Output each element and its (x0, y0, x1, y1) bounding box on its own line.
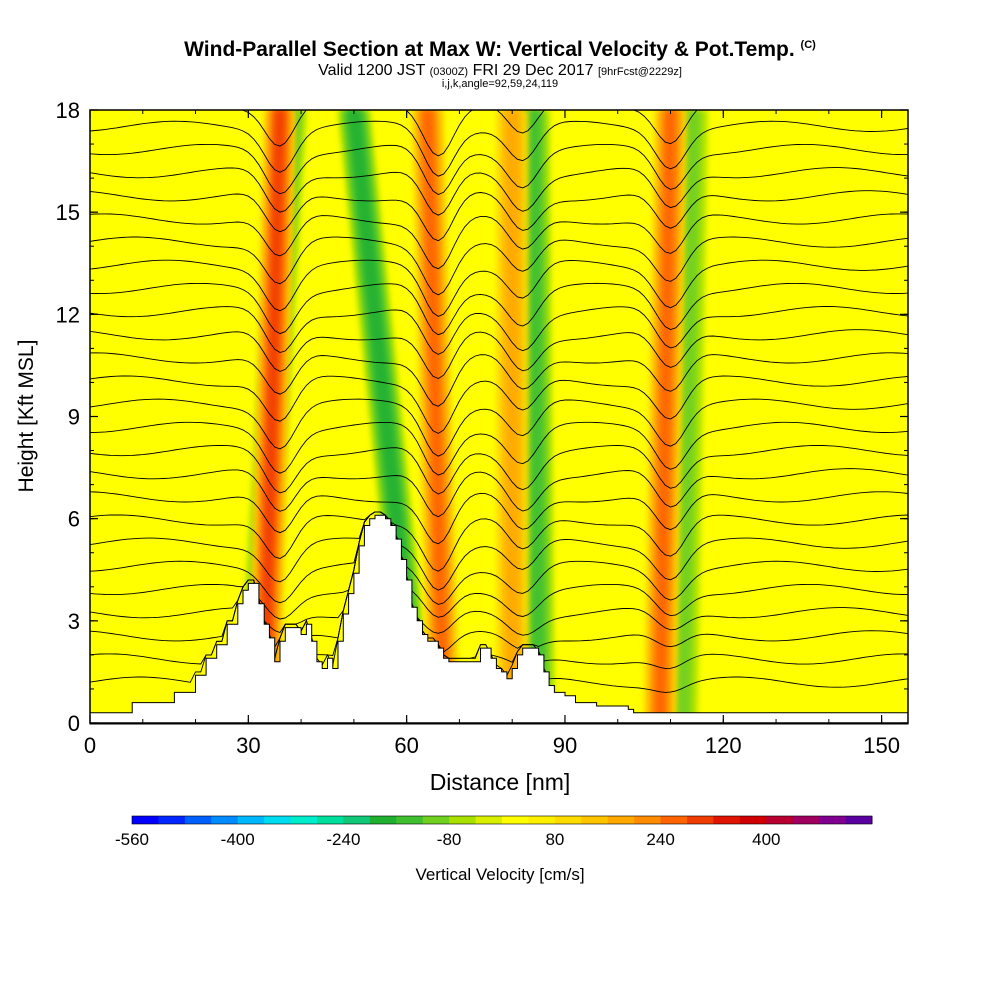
colorbar-swatch (554, 816, 582, 824)
colorbar-swatch (607, 816, 635, 824)
theta-contour (90, 352, 908, 407)
theta-contour (90, 375, 908, 434)
colorbar-swatch (581, 816, 609, 824)
axes: 0 30 60 90 120 150 0 3 6 9 12 15 18 (56, 98, 908, 758)
plot-area (89, 109, 909, 725)
colorbar-swatch (184, 816, 212, 824)
colorbar-swatch (396, 816, 424, 824)
colorbar-tick-label: -560 (115, 830, 149, 849)
x-tick-label: 150 (863, 733, 900, 758)
colorbar-swatch (264, 816, 292, 824)
x-tick-label: 0 (84, 733, 96, 758)
colorbar-swatch (237, 816, 265, 824)
colorbar-swatch (369, 816, 397, 824)
chart-subtitle: Valid 1200 JST (0300Z) FRI 29 Dec 2017 [… (0, 62, 1000, 80)
updraft-band (422, 110, 449, 723)
colorbar: -560 -400 -240 -80 80 240 400 (115, 815, 873, 849)
colorbar-tick-label: 240 (646, 830, 674, 849)
valid-utc: (0300Z) (429, 66, 469, 78)
colorbar-swatch (449, 816, 477, 824)
y-tick-label: 9 (68, 405, 80, 430)
valid-date: FRI 29 Dec 2017 (472, 62, 594, 79)
valid-time: Valid 1200 JST (318, 62, 426, 79)
theta-contour (90, 421, 908, 476)
theta-contour (240, 110, 698, 157)
theta-contour (90, 511, 908, 636)
colorbar-swatch (158, 816, 186, 824)
y-tick-label: 15 (56, 200, 80, 225)
y-tick-label: 3 (68, 609, 80, 634)
theta-contour (90, 213, 908, 270)
y-tick-label: 12 (56, 302, 80, 327)
velocity-bands (237, 110, 708, 723)
chart-title: Wind-Parallel Section at Max W: Vertical… (0, 38, 1000, 62)
colorbar-label: Vertical Velocity [cm/s] (415, 865, 584, 884)
y-tick-label: 0 (68, 711, 80, 736)
theta-contour (90, 190, 908, 242)
theta-contours (90, 110, 908, 693)
colorbar-swatch (713, 816, 741, 824)
theta-contour (90, 167, 908, 216)
colorbar-swatch (792, 816, 820, 824)
theta-contour (90, 511, 908, 572)
terrain (89, 514, 909, 725)
colorbar-swatch (739, 816, 767, 824)
theta-contour (90, 511, 908, 605)
downdraft-band (526, 110, 546, 723)
colorbar-tick-label: 400 (752, 830, 780, 849)
x-tick-label: 30 (236, 733, 260, 758)
colorbar-swatch (660, 816, 688, 824)
colorbar-swatch (422, 816, 450, 824)
colorbar-swatch (211, 816, 239, 824)
title-text: Wind-Parallel Section at Max W: Vertical… (184, 38, 795, 61)
colorbar-tick-label: -400 (221, 830, 255, 849)
theta-contour (90, 259, 908, 317)
forecast-info: [9hrFcst@2229z] (597, 66, 682, 78)
updraft-band (654, 110, 676, 723)
colorbar-swatch (475, 816, 503, 824)
x-tick-label: 60 (394, 733, 418, 758)
theta-contour (90, 236, 908, 296)
theta-contour (90, 282, 908, 336)
theta-contour (90, 329, 908, 380)
colorbar-swatch (528, 816, 556, 824)
colorbar-swatch (819, 816, 847, 824)
theta-contour (90, 468, 908, 518)
y-tick-label: 6 (68, 507, 80, 532)
indices-text: i,j,k,angle=92,59,24,119 (441, 78, 559, 90)
y-axis-label: Height [Kft MSL] (15, 340, 38, 493)
colorbar-swatch (766, 816, 794, 824)
chart-indices: i,j,k,angle=92,59,24,119 (0, 78, 1000, 90)
theta-contour (90, 120, 908, 177)
colorbar-swatch (317, 816, 344, 824)
colorbar-tick-label: 80 (545, 830, 564, 849)
x-axis-label: Distance [nm] (430, 769, 571, 795)
theta-contour (90, 491, 908, 545)
theta-contour (90, 511, 908, 653)
theta-contour (90, 306, 908, 355)
theta-contour (90, 444, 908, 495)
copyright-mark: (C) (800, 39, 816, 51)
updraft-band (505, 110, 520, 723)
x-tick-label: 120 (705, 733, 742, 758)
colorbar-swatch (132, 816, 159, 824)
colorbar-swatch (845, 816, 873, 824)
colorbar-tick-label: -240 (326, 830, 360, 849)
downdraft-band (671, 110, 702, 723)
theta-contour (90, 143, 908, 196)
theta-contour (90, 511, 908, 591)
colorbar-swatch (502, 816, 529, 824)
theta-contour (90, 511, 908, 620)
colorbar-swatch (634, 816, 662, 824)
colorbar-swatch (290, 816, 318, 824)
colorbar-swatch (687, 816, 714, 824)
colorbar-tick-label: -80 (437, 830, 462, 849)
y-tick-label: 18 (56, 98, 80, 123)
colorbar-frame (131, 815, 873, 825)
colorbar-swatch (343, 816, 371, 824)
theta-contour (90, 398, 908, 457)
x-tick-label: 90 (553, 733, 577, 758)
